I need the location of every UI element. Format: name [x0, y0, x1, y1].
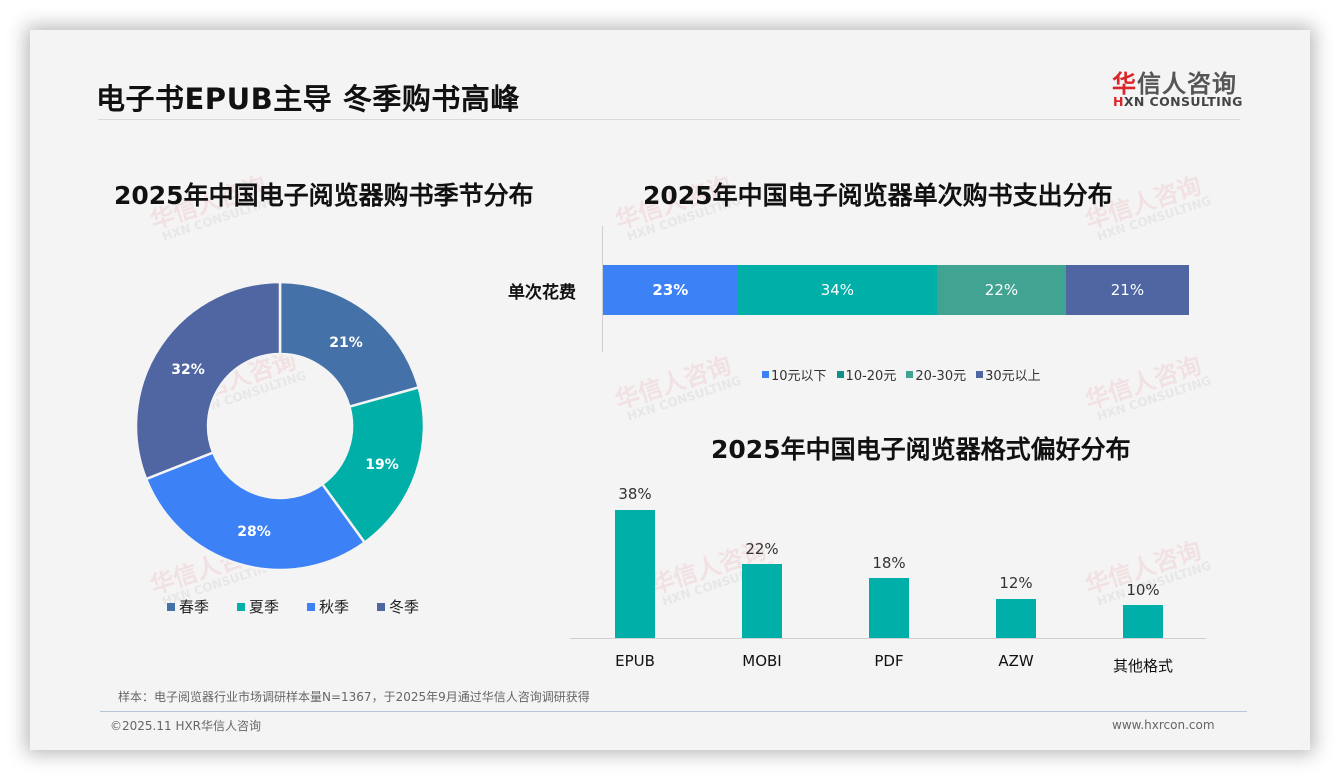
bar-value-azw: 12%: [999, 574, 1033, 592]
legend-swatch: [762, 371, 769, 378]
x-tick-mobi: MOBI: [742, 652, 782, 670]
donut-chart: 21% 19% 28% 32%: [134, 280, 426, 572]
title-divider: [98, 119, 1240, 120]
bar-value-mobi: 22%: [745, 540, 779, 558]
legend-label: 春季: [179, 598, 210, 616]
x-tick-pdf: PDF: [874, 652, 904, 670]
legend-item-10-20: 10-20元: [836, 365, 897, 384]
legend-swatch: [237, 602, 246, 611]
stacked-chart-title: 2025年中国电子阅览器单次购书支出分布: [643, 181, 1113, 210]
bar-pdf: [869, 578, 909, 638]
legend-item-summer: 夏季: [237, 596, 279, 617]
watermark: 华信人咨询 HXN CONSULTING: [611, 351, 743, 424]
donut-slice-summer: [320, 385, 426, 545]
stacked-bar: 23% 34% 22% 21%: [603, 265, 1189, 315]
legend-label: 秋季: [319, 598, 350, 616]
logo-subtitle: HXN CONSULTING: [1113, 94, 1243, 109]
slide: 华信人咨询 HXN CONSULTING 华信人咨询 HXN CONSULTING …: [30, 30, 1310, 750]
legend-label: 冬季: [389, 598, 420, 616]
logo: 华信人咨询: [1112, 70, 1237, 98]
legend-item-spring: 春季: [167, 596, 209, 617]
stacked-legend: 10元以下 10-20元 20-30元 30元以上: [762, 365, 1051, 384]
donut-slice-winter: [134, 280, 282, 481]
watermark: 华信人咨询 HXN CONSULTING: [1081, 351, 1213, 424]
legend-label: 10-20元: [845, 369, 897, 384]
legend-label: 20-30元: [915, 369, 967, 384]
legend-label: 30元以上: [985, 369, 1041, 384]
stacked-segment-under-10: 23%: [603, 265, 738, 315]
donut-chart-title: 2025年中国电子阅览器购书季节分布: [114, 181, 534, 210]
bar-value-pdf: 18%: [872, 554, 906, 572]
legend-label: 10元以下: [771, 369, 827, 384]
legend-item-autumn: 秋季: [307, 596, 349, 617]
footer-divider: [100, 711, 1247, 712]
bar-value-other: 10%: [1126, 581, 1160, 599]
stacked-segment-10-20: 34%: [737, 265, 937, 315]
donut-legend: 春季 夏季 秋季 冬季: [167, 596, 447, 617]
donut-label-spring: 21%: [329, 335, 363, 351]
stacked-category-label: 单次花费: [508, 283, 576, 303]
bar-epub: [615, 510, 655, 638]
stacked-segment-20-30: 22%: [937, 265, 1066, 315]
bar-value-epub: 38%: [618, 485, 652, 503]
copyright: ©2025.11 HXR华信人咨询: [110, 719, 262, 733]
stacked-chart-axis: [602, 226, 603, 352]
x-tick-other: 其他格式: [1112, 657, 1173, 675]
sample-note: 样本：电子阅览器行业市场调研样本量N=1367，于2025年9月通过华信人咨询调…: [118, 690, 590, 704]
x-tick-azw: AZW: [998, 652, 1034, 670]
legend-swatch: [976, 371, 984, 378]
donut-slice-spring: [278, 280, 421, 409]
legend-item-under-10: 10元以下: [762, 365, 827, 384]
legend-item-winter: 冬季: [377, 596, 419, 617]
legend-swatch: [307, 602, 316, 611]
legend-label: 夏季: [249, 598, 280, 616]
legend-swatch: [377, 602, 386, 611]
bar-mobi: [742, 564, 782, 638]
page-title: 电子书EPUB主导 冬季购书高峰: [96, 82, 520, 116]
donut-label-autumn: 28%: [237, 524, 271, 540]
x-tick-epub: EPUB: [615, 652, 655, 670]
donut-slice-autumn: [144, 450, 367, 572]
website-link[interactable]: www.hxrcon.com: [1112, 718, 1215, 732]
donut-label-summer: 19%: [365, 457, 399, 473]
bar-other: [1123, 605, 1163, 638]
bar-azw: [996, 599, 1036, 638]
stacked-segment-over-30: 21%: [1065, 265, 1189, 315]
format-chart-title: 2025年中国电子阅览器格式偏好分布: [711, 435, 1131, 464]
donut-label-winter: 32%: [171, 362, 205, 378]
x-axis: [570, 638, 1206, 639]
legend-swatch: [167, 602, 175, 611]
legend-item-20-30: 20-30元: [906, 365, 966, 384]
legend-item-over-30: 30元以上: [976, 365, 1041, 384]
legend-swatch: [906, 371, 914, 378]
legend-swatch: [836, 371, 844, 378]
